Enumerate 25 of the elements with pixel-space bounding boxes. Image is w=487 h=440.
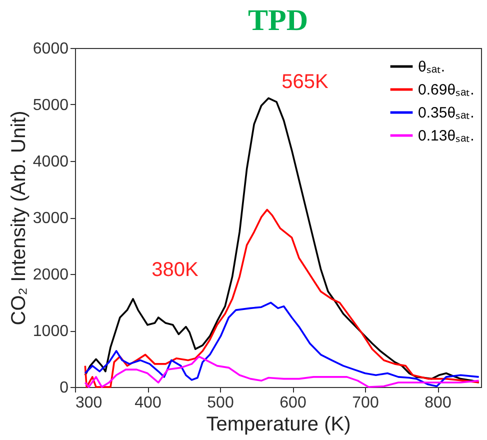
x-tick-label: 800	[424, 394, 452, 412]
y-axis-title: CO₂ Intensity (Arb. Unit)	[8, 110, 30, 326]
line-series	[84, 356, 480, 388]
x-axis-title: Temperature (K)	[206, 414, 351, 436]
x-tick-label: 600	[280, 394, 306, 412]
annotation: 380K	[152, 259, 200, 281]
chart-title: TPD	[248, 4, 308, 37]
y-tick-label: 4000	[32, 154, 69, 170]
legend-label: θₛₐₜ.	[418, 58, 446, 76]
y-tick-label: 3000	[32, 210, 69, 227]
y-tick-label: 1000	[32, 323, 69, 340]
annotation: 565K	[282, 71, 330, 93]
y-tick-label: 2000	[32, 266, 69, 284]
legend-label: 0.13θₛₐₜ.	[418, 128, 474, 144]
x-tick-label: 500	[207, 394, 234, 412]
line-series	[84, 302, 480, 388]
x-tick-label: 300	[76, 394, 102, 412]
y-tick-label: 5000	[32, 97, 69, 114]
y-tick-label: 6000	[32, 40, 69, 58]
legend-label: 0.69θₛₐₜ.	[418, 82, 474, 98]
y-tick-label: 0	[60, 380, 69, 396]
legend-label: 0.35θₛₐₜ.	[418, 104, 474, 122]
x-tick-label: 400	[134, 394, 162, 412]
x-tick-label: 700	[352, 394, 379, 412]
line-series	[84, 208, 480, 388]
